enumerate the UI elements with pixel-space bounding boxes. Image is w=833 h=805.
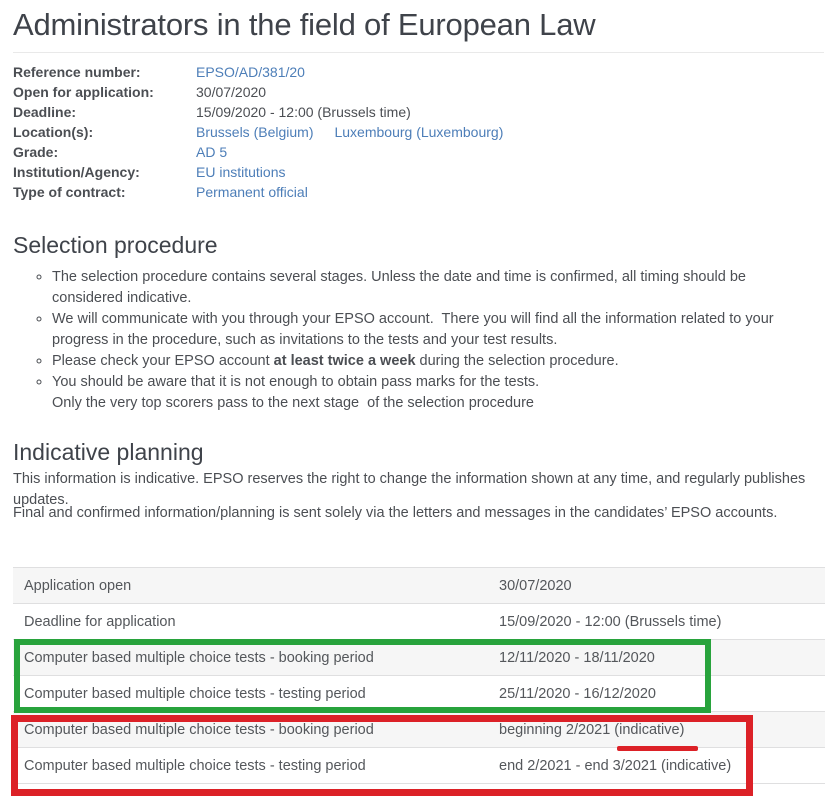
selection-procedure-list: The selection procedure contains several… — [13, 267, 803, 414]
planning-disclaimer-paragraph: This information is indicative. EPSO res… — [13, 471, 806, 508]
list-item: The selection procedure contains several… — [52, 267, 803, 309]
location-link-luxembourg[interactable]: Luxembourg (Luxembourg) — [334, 124, 504, 140]
list-item: You should be aware that it is not enoug… — [52, 372, 803, 414]
indicative-planning-heading: Indicative planning — [13, 439, 204, 465]
open-date-value: 30/07/2020 — [196, 84, 267, 100]
row-value: end 2/2021 - end 3/2021 (indicative) — [499, 757, 732, 774]
table-row: Deadline for application 15/09/2020 - 12… — [13, 604, 825, 640]
row-label: Application open — [24, 577, 132, 594]
row-value: 12/11/2020 - 18/11/2020 — [499, 649, 655, 666]
contract-type-link[interactable]: Permanent official — [196, 184, 308, 200]
meta-row-contract: Type of contract: Permanent official — [13, 182, 503, 202]
meta-row-open-date: Open for application: 30/07/2020 — [13, 82, 503, 102]
meta-label: Location(s): — [13, 124, 94, 140]
institution-link[interactable]: EU institutions — [196, 164, 286, 180]
planning-table: Application open 30/07/2020 Deadline for… — [11, 567, 825, 796]
row-value: 30/07/2020 — [499, 577, 572, 594]
table-row: Application open 30/07/2020 — [13, 568, 825, 604]
table-row: Computer based multiple choice tests - b… — [13, 712, 825, 748]
planning-confirmation-paragraph: Final and confirmed information/planning… — [13, 505, 778, 521]
meta-row-institution: Institution/Agency: EU institutions — [13, 162, 503, 182]
meta-row-locations: Location(s): Brussels (Belgium) Luxembour… — [13, 122, 503, 142]
list-item: Please check your EPSO account at least … — [52, 351, 803, 372]
row-label: Deadline for application — [24, 613, 176, 630]
deadline-value: 15/09/2020 - 12:00 (Brussels time) — [196, 104, 411, 120]
title-divider — [13, 52, 824, 53]
meta-label: Open for application: — [13, 84, 154, 100]
meta-label: Type of contract: — [13, 184, 126, 200]
row-value: 15/09/2020 - 12:00 (Brussels time) — [499, 613, 722, 630]
table-row: Computer based multiple choice tests - t… — [13, 676, 825, 712]
selection-procedure-heading: Selection procedure — [13, 232, 218, 258]
row-value: 25/11/2020 - 16/12/2020 — [499, 685, 656, 702]
meta-label: Grade: — [13, 144, 59, 160]
page-title: Administrators in the field of European … — [13, 7, 596, 42]
reference-number-link[interactable]: EPSO/AD/381/20 — [196, 64, 305, 80]
vacancy-metadata: Reference number: EPSO/AD/381/20 Open fo… — [13, 62, 503, 202]
grade-link[interactable]: AD 5 — [196, 144, 228, 160]
row-label: Computer based multiple choice tests - b… — [24, 649, 374, 666]
meta-label: Deadline: — [13, 104, 77, 120]
list-item: We will communicate with you through you… — [52, 309, 803, 351]
row-value: beginning 2/2021 (indicative) — [499, 721, 685, 738]
meta-row-deadline: Deadline: 15/09/2020 - 12:00 (Brussels t… — [13, 102, 503, 122]
row-label: Computer based multiple choice tests - t… — [24, 685, 366, 702]
table-row: Computer based multiple choice tests - t… — [13, 748, 825, 784]
meta-label: Reference number: — [13, 64, 141, 80]
meta-label: Institution/Agency: — [13, 164, 140, 180]
meta-row-grade: Grade: AD 5 — [13, 142, 503, 162]
row-label: Computer based multiple choice tests - b… — [24, 721, 374, 738]
location-link-brussels[interactable]: Brussels (Belgium) — [196, 124, 314, 140]
meta-row-reference: Reference number: EPSO/AD/381/20 — [13, 62, 503, 82]
table-row: Computer based multiple choice tests - b… — [13, 640, 825, 676]
row-label: Computer based multiple choice tests - t… — [24, 757, 366, 774]
